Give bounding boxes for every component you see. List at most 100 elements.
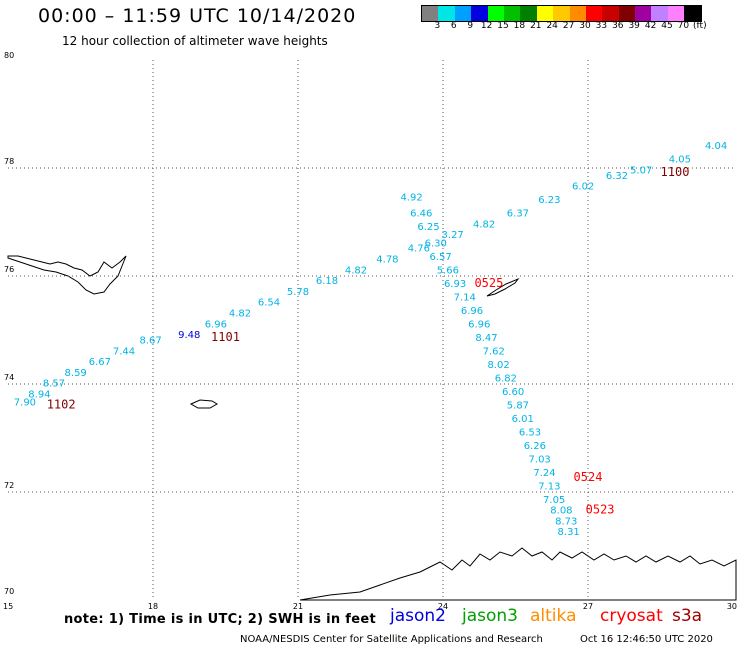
wave-height-value: 8.94 (28, 390, 50, 401)
wave-height-value: 6.23 (538, 195, 560, 206)
colorbar-label: 42 (644, 21, 657, 31)
colorbar-swatch (635, 6, 652, 21)
wave-height-value: 8.31 (558, 527, 580, 538)
wave-height-value: 7.62 (483, 346, 505, 357)
legend-entry-altika: altika (530, 606, 577, 626)
x-tick-label: 21 (293, 602, 303, 611)
footer-note: note: 1) Time is in UTC; 2) SWH is in fe… (64, 612, 376, 627)
wave-height-value: 7.90 (14, 398, 36, 409)
pass-id-label: 0525 (474, 276, 503, 290)
colorbar-label: 15 (497, 21, 509, 31)
wave-height-value: 3.27 (442, 230, 464, 241)
wave-height-value: 7.05 (543, 495, 565, 506)
colorbar-swatch (585, 6, 603, 21)
wave-height-value: 4.76 (408, 244, 430, 255)
page-title: 00:00 – 11:59 UTC 10/14/2020 (38, 5, 357, 27)
hopen-island-coastline (486, 277, 520, 297)
legend-entry-s3a: s3a (672, 606, 703, 626)
wave-height-value: 6.01 (512, 414, 534, 425)
wave-height-value: 8.02 (487, 360, 509, 371)
colorbar-label: 18 (513, 21, 526, 31)
wave-height-value: 6.26 (524, 441, 546, 452)
colorbar-swatch (422, 6, 439, 21)
wave-height-value: 6.46 (410, 209, 432, 220)
colorbar-label: 27 (562, 21, 575, 31)
colorbar-swatch (667, 6, 685, 21)
colorbar-label: 33 (595, 21, 608, 31)
lat-lon-grid (8, 60, 733, 600)
bear-island-coastline (189, 399, 218, 409)
colorbar-swatch (520, 6, 537, 21)
colorbar-labels: 3 6 9 12 15 18 21 24 27 30 33 36 39 42 45 70 (ft) (421, 21, 740, 33)
wave-height-value: 5.07 (630, 165, 652, 176)
wave-height-value: 6.54 (258, 298, 280, 309)
wave-height-value: 6.25 (417, 222, 439, 233)
wave-height-value: 4.78 (376, 255, 398, 266)
wave-height-value: 6.82 (495, 373, 517, 384)
colorbar-label: 6 (450, 21, 457, 31)
wave-height-value: 4.82 (229, 309, 251, 320)
x-tick-label: 30 (727, 602, 737, 611)
colorbar-swatch (618, 6, 636, 21)
wave-height-value: 6.96 (461, 306, 483, 317)
pass-id-label: 1100 (661, 165, 690, 179)
wave-height-value: 6.57 (429, 252, 451, 263)
y-tick-label: 74 (4, 373, 14, 382)
wave-height-value: 6.93 (444, 279, 466, 290)
colorbar-label: 30 (579, 21, 591, 31)
colorbar-swatch (503, 6, 521, 21)
page-subtitle: 12 hour collection of altimeter wave hei… (62, 34, 328, 48)
timestamp-text: Oct 16 12:46:50 UTC 2020 (580, 634, 713, 645)
wave-height-value: 6.32 (606, 171, 628, 182)
wave-height-value: 4.82 (473, 219, 495, 230)
colorbar-swatch (651, 6, 668, 21)
colorbar-label: 9 (467, 21, 474, 31)
wave-height-value: 6.53 (519, 427, 541, 438)
x-tick-label: 18 (148, 602, 158, 611)
wave-height-value: 7.14 (454, 292, 476, 303)
wave-height-value: 4.05 (669, 155, 691, 166)
colorbar-swatch (553, 6, 570, 21)
legend-entry-jason2: jason2 (390, 606, 446, 626)
y-tick-label: 72 (4, 481, 14, 490)
y-tick-label: 78 (4, 157, 14, 166)
wave-height-value: 5.87 (507, 400, 529, 411)
coastline-group (7, 255, 737, 601)
x-tick-label: 27 (583, 602, 593, 611)
legend-entry-jason3: jason3 (462, 606, 518, 626)
colorbar-label: 24 (546, 21, 558, 31)
colorbar-swatch (536, 6, 554, 21)
x-tick-label: 15 (3, 602, 13, 611)
colorbar-label: 36 (612, 21, 624, 31)
wave-height-value: 5.78 (287, 287, 309, 298)
colorbar-swatch (487, 6, 504, 21)
wave-height-value: 6.37 (507, 209, 529, 220)
wave-height-value: 6.18 (316, 276, 338, 287)
y-tick-label: 70 (4, 587, 14, 596)
y-tick-label: 76 (4, 265, 14, 274)
axis-tick-labels: 15 18 21 24 27 30 80 78 76 74 72 70 (3, 51, 737, 611)
colorbar-label: 70 (677, 21, 690, 31)
colorbar-label: 21 (530, 21, 542, 31)
wave-height-value: 6.60 (502, 387, 524, 398)
wave-height-value: 8.73 (555, 516, 577, 527)
colorbar-swatch (438, 6, 455, 21)
wave-height-value: 8.67 (139, 336, 161, 347)
wave-height-value: 7.24 (533, 468, 555, 479)
y-tick-label: 80 (4, 51, 14, 60)
colorbar-swatch (569, 6, 586, 21)
colorbar-label: (ft) (693, 21, 707, 31)
colorbar-label: 45 (661, 21, 673, 31)
colorbar-swatch (471, 6, 488, 21)
pass-id-labels: 1102 1101 0525 1100 0524 0523 (47, 165, 690, 516)
colorbar-swatch (454, 6, 472, 21)
wave-height-value: 6.30 (425, 238, 447, 249)
legend-entry-cryosat: cryosat (600, 606, 663, 626)
x-tick-label: 24 (438, 602, 448, 611)
colorbar-label: 3 (434, 21, 441, 31)
wave-height-value: 8.59 (65, 368, 87, 379)
wave-height-colorbar (421, 5, 702, 22)
colorbar-label: 39 (628, 21, 640, 31)
colorbar-label: 12 (480, 21, 493, 31)
